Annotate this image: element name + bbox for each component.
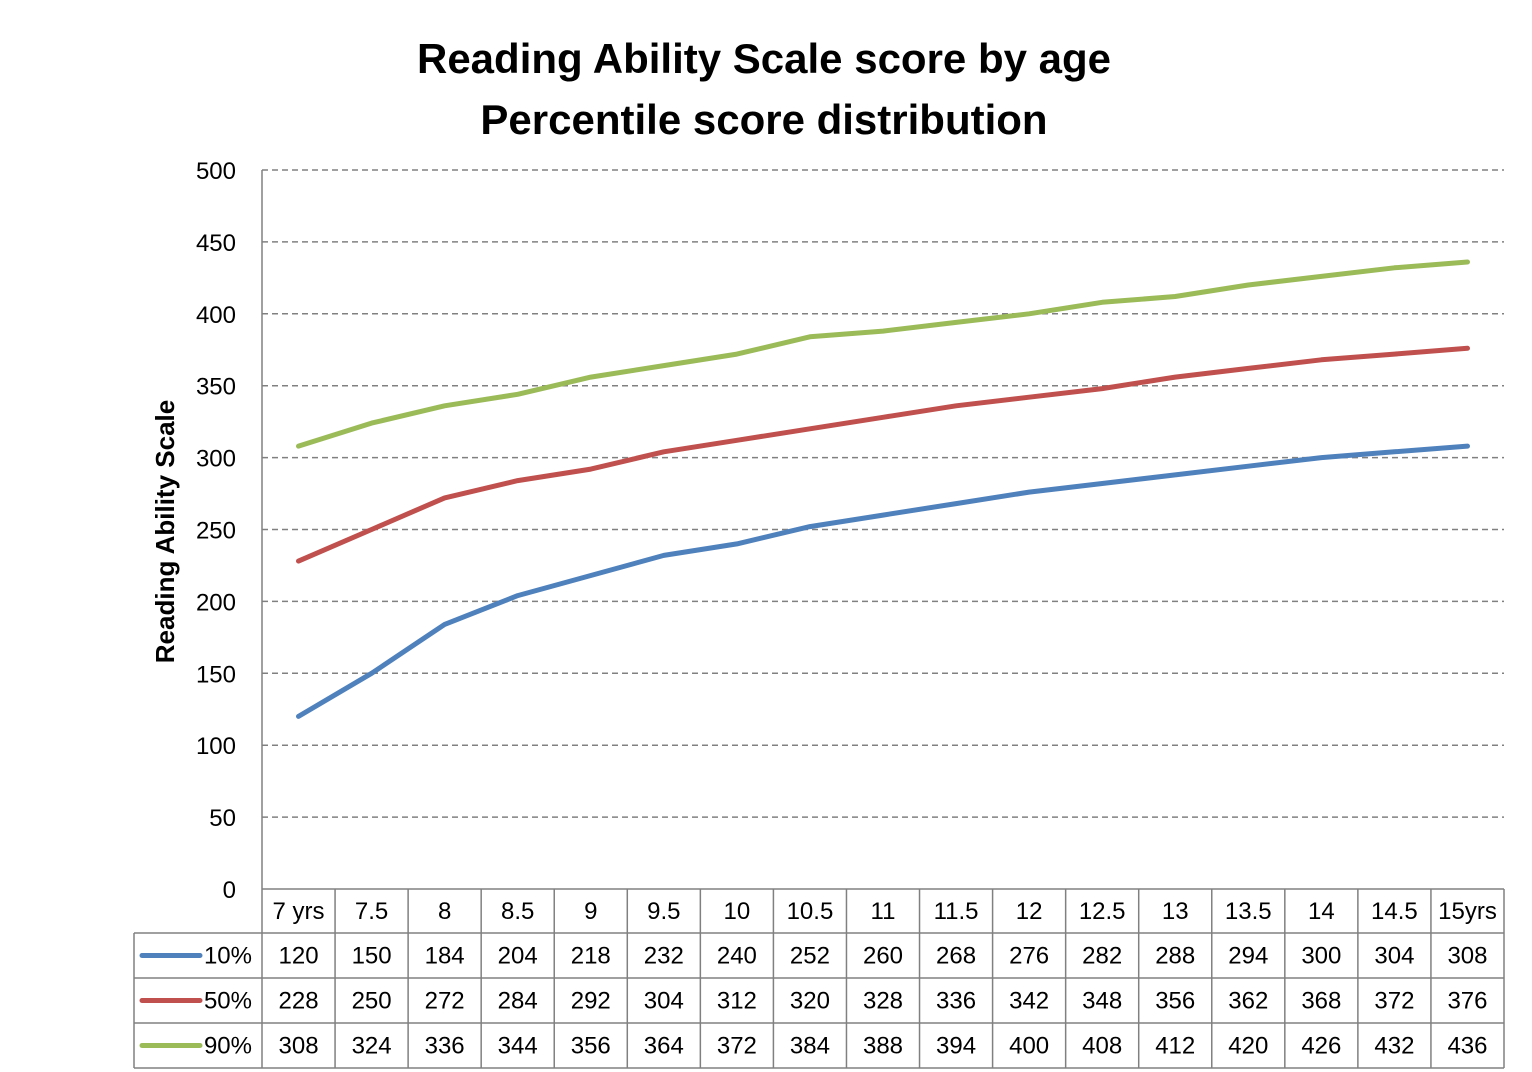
gridlines (261, 169, 1504, 889)
data-cell: 356 (1155, 988, 1195, 1015)
chart-subtitle: Percentile score distribution (480, 96, 1047, 143)
series-line-10% (296, 443, 1470, 719)
x-tick-label: 11.5 (934, 898, 979, 925)
x-tick-label: 10.5 (787, 898, 834, 925)
x-tick-label: 7 yrs (273, 898, 325, 925)
x-tick-label: 7.5 (355, 898, 388, 925)
y-tick-label: 350 (196, 374, 236, 401)
chart-title-line-1: Reading Ability Scale score by age (417, 35, 1111, 82)
data-cell: 232 (644, 943, 684, 970)
data-cell: 400 (1009, 1033, 1049, 1060)
legend-label: 10% (204, 943, 252, 970)
data-cell: 372 (717, 1033, 757, 1060)
x-tick-label: 14 (1308, 898, 1335, 925)
y-tick-label: 200 (196, 589, 236, 616)
y-tick-label: 300 (196, 446, 236, 473)
data-cell: 436 (1447, 1033, 1487, 1060)
data-cell: 268 (936, 943, 976, 970)
x-tick-label: 9 (584, 898, 597, 925)
data-cell: 260 (863, 943, 903, 970)
data-cell: 320 (790, 988, 830, 1015)
data-cell: 308 (279, 1033, 319, 1060)
y-tick-label: 50 (209, 805, 236, 832)
data-cell: 304 (1374, 943, 1414, 970)
data-cell: 272 (425, 988, 465, 1015)
x-tick-label: 9.5 (647, 898, 680, 925)
data-cell: 328 (863, 988, 903, 1015)
data-cell: 432 (1374, 1033, 1414, 1060)
y-tick-label: 150 (196, 661, 236, 688)
data-cell: 394 (936, 1033, 976, 1060)
data-cell: 184 (425, 943, 465, 970)
x-tick-label: 12.5 (1079, 898, 1126, 925)
data-cell: 312 (717, 988, 757, 1015)
chart-title: Reading Ability Scale score by age Percen… (417, 35, 1111, 143)
data-cell: 336 (936, 988, 976, 1015)
data-cell: 372 (1374, 988, 1414, 1015)
data-cell: 284 (498, 988, 538, 1015)
data-cell: 376 (1447, 988, 1487, 1015)
data-cell: 344 (498, 1033, 538, 1060)
y-tick-label: 400 (196, 302, 236, 329)
y-axis-ticks: 0 50 100 150 200 250 300 350 400 450 500 (196, 158, 236, 904)
data-cell: 300 (1301, 943, 1341, 970)
data-cell: 342 (1009, 988, 1049, 1015)
series-line-90% (296, 259, 1470, 449)
data-cell: 324 (352, 1033, 392, 1060)
data-cell: 348 (1082, 988, 1122, 1015)
data-cell: 356 (571, 1033, 611, 1060)
data-cell: 364 (644, 1033, 684, 1060)
data-cell: 304 (644, 988, 684, 1015)
x-tick-label: 13 (1162, 898, 1189, 925)
data-cell: 204 (498, 943, 538, 970)
data-cell: 150 (352, 943, 392, 970)
data-cell: 218 (571, 943, 611, 970)
data-table: 7 yrs 7.5 8 8.5 9 9.5 10 10.5 11 11.5 12 12.5 13 13.5… (133, 888, 1505, 1069)
data-cell: 308 (1447, 943, 1487, 970)
y-axis-title: Reading Ability Scale (150, 400, 180, 663)
data-cell: 420 (1228, 1033, 1268, 1060)
y-tick-label: 100 (196, 733, 236, 760)
data-cell: 408 (1082, 1033, 1122, 1060)
data-cell: 228 (279, 988, 319, 1015)
data-cell: 384 (790, 1033, 830, 1060)
data-cell: 336 (425, 1033, 465, 1060)
data-cell: 252 (790, 943, 830, 970)
data-cell: 362 (1228, 988, 1268, 1015)
data-cell: 368 (1301, 988, 1341, 1015)
x-tick-label: 12 (1016, 898, 1043, 925)
data-cell: 240 (717, 943, 757, 970)
x-tick-label: 13.5 (1225, 898, 1272, 925)
legend-label: 50% (204, 988, 252, 1015)
x-tick-label: 15yrs (1438, 898, 1497, 925)
data-cell: 288 (1155, 943, 1195, 970)
x-tick-label: 14.5 (1371, 898, 1418, 925)
data-cell: 294 (1228, 943, 1268, 970)
y-tick-label: 0 (223, 877, 236, 904)
series-line-50% (296, 345, 1470, 564)
data-cell: 282 (1082, 943, 1122, 970)
data-cell: 412 (1155, 1033, 1195, 1060)
data-cell: 120 (279, 943, 319, 970)
y-axis-label: Reading Ability Scale (150, 400, 180, 663)
data-cell: 250 (352, 988, 392, 1015)
y-tick-label: 250 (196, 518, 236, 545)
data-cell: 388 (863, 1033, 903, 1060)
legend-label: 90% (204, 1033, 252, 1060)
x-tick-label: 8.5 (501, 898, 534, 925)
y-tick-label: 500 (196, 158, 236, 185)
y-tick-label: 450 (196, 230, 236, 257)
x-tick-label: 11 (871, 898, 896, 925)
x-tick-label: 8 (438, 898, 451, 925)
series-lines (296, 259, 1470, 719)
x-tick-label: 10 (724, 898, 751, 925)
data-cell: 292 (571, 988, 611, 1015)
data-cell: 426 (1301, 1033, 1341, 1060)
data-cell: 276 (1009, 943, 1049, 970)
